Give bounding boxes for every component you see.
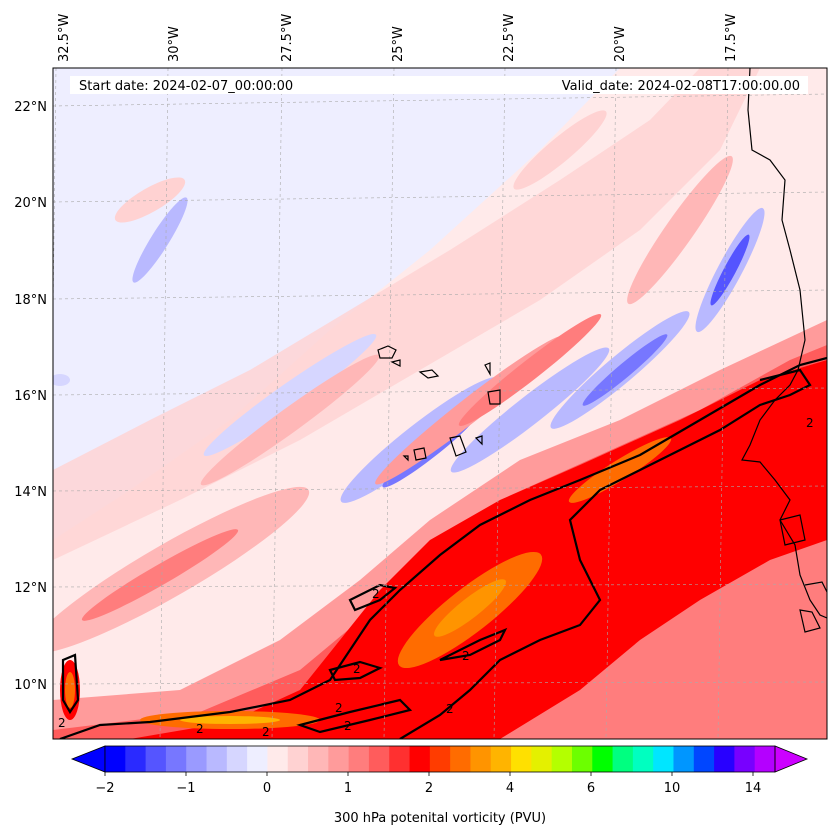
colorbar-tick-label: 10 <box>664 781 681 796</box>
colorbar-tick-label: 4 <box>506 781 514 796</box>
longitude-label: 25°W <box>391 26 406 62</box>
colorbar-swatch <box>105 746 126 772</box>
colorbar-swatch <box>450 746 471 772</box>
colorbar-swatch <box>632 746 654 772</box>
colorbar-swatch <box>267 746 289 772</box>
contour-label: 2 <box>196 722 204 736</box>
colorbar-swatch <box>511 746 532 772</box>
start-date: Start date: 2024-02-07_00:00:00 <box>79 79 293 94</box>
colorbar-swatch <box>145 746 167 772</box>
colorbar-swatch <box>531 746 553 772</box>
colorbar-swatch <box>409 746 431 772</box>
contour-label: 2 <box>335 701 343 715</box>
contour-label: 2 <box>446 702 454 716</box>
longitude-label: 32.5°W <box>57 14 72 62</box>
contour-labels: 2 2 2 2 2 2 2 2 2 2 <box>58 416 814 739</box>
colorbar-swatch <box>592 746 614 772</box>
colorbar <box>70 745 809 773</box>
colorbar-swatch <box>734 746 756 772</box>
pv-band-weak-lower <box>500 540 827 739</box>
colorbar-tick-label: 0 <box>263 781 271 796</box>
contour-label: 2 <box>806 416 814 430</box>
colorbar-label: 300 hPa potenital vorticity (PVU) <box>334 811 546 826</box>
valid-date: Valid_date: 2024-02-08T17:00:00.00 <box>562 79 800 94</box>
latitude-label: 20°N <box>14 196 47 211</box>
colorbar-swatch <box>328 746 350 772</box>
colorbar-swatch <box>186 746 208 772</box>
colorbar-tick-label: 6 <box>587 781 595 796</box>
colorbar-tick-label: −2 <box>95 781 114 796</box>
colorbar-swatch <box>653 746 674 772</box>
colorbar-swatch <box>206 746 228 772</box>
pv-negative-streaks <box>53 197 765 503</box>
longitude-label: 27.5°W <box>280 14 295 62</box>
coastlines <box>377 68 827 633</box>
colorbar-swatch <box>490 746 512 772</box>
longitude-label: 30°W <box>167 26 182 62</box>
colorbar-swatch <box>308 746 329 772</box>
longitude-label: 20°W <box>613 26 628 62</box>
colorbar-tick-label: −1 <box>176 781 195 796</box>
colorbar-swatch <box>429 746 451 772</box>
colorbar-ticks: −2 −1 0 1 2 4 6 10 14 <box>95 772 761 796</box>
longitude-label: 17.5°W <box>724 14 739 62</box>
colorbar-swatch <box>571 746 593 772</box>
map-frame <box>52 67 828 740</box>
colorbar-swatch <box>754 746 776 772</box>
latitude-label: 22°N <box>14 100 47 115</box>
colorbar-tick-label: 14 <box>745 781 762 796</box>
latitude-label: 12°N <box>14 581 47 596</box>
longitude-label: 22.5°W <box>502 14 517 62</box>
colorbar-swatch <box>673 746 695 772</box>
contour-label: 2 <box>58 716 66 730</box>
date-header-bar <box>70 76 808 94</box>
pv-2-contours <box>59 356 827 739</box>
contour-label: 2 <box>372 587 380 601</box>
contour-label: 2 <box>353 662 361 676</box>
colorbar-swatch <box>389 746 411 772</box>
colorbar-swatch <box>348 746 370 772</box>
longitude-labels: 32.5°W 30°W 27.5°W 25°W 22.5°W 20°W 17.5°W <box>57 14 739 62</box>
pv-field: 2 2 2 2 2 2 2 2 2 2 <box>53 68 827 739</box>
colorbar-extend-high <box>774 745 809 773</box>
contour-label: 2 <box>462 649 470 663</box>
colorbar-swatch <box>287 746 309 772</box>
colorbar-tick-label: 1 <box>344 781 352 796</box>
latitude-label: 18°N <box>14 293 47 308</box>
colorbar-extend-low <box>70 745 106 773</box>
pv-positive-streaks <box>53 110 733 654</box>
colorbar-swatch <box>612 746 634 772</box>
colorbar-frame <box>104 745 776 773</box>
colorbar-swatch <box>551 746 573 772</box>
latitude-label: 10°N <box>14 678 47 693</box>
colorbar-swatch <box>714 746 735 772</box>
colorbar-swatch <box>247 746 268 772</box>
contour-label: 2 <box>344 719 352 733</box>
colorbar-swatch <box>693 746 715 772</box>
colorbar-tick-label: 2 <box>425 781 433 796</box>
colorbar-swatch <box>125 746 147 772</box>
colorbar-swatch <box>368 746 390 772</box>
latitude-labels: 22°N 20°N 18°N 16°N 14°N 12°N 10°N <box>14 100 47 693</box>
graticule <box>53 68 827 739</box>
colorbar-swatch <box>165 746 187 772</box>
latitude-label: 14°N <box>14 485 47 500</box>
colorbar-swatch <box>226 746 248 772</box>
contour-label: 2 <box>262 725 270 739</box>
latitude-label: 16°N <box>14 389 47 404</box>
colorbar-swatch <box>470 746 492 772</box>
